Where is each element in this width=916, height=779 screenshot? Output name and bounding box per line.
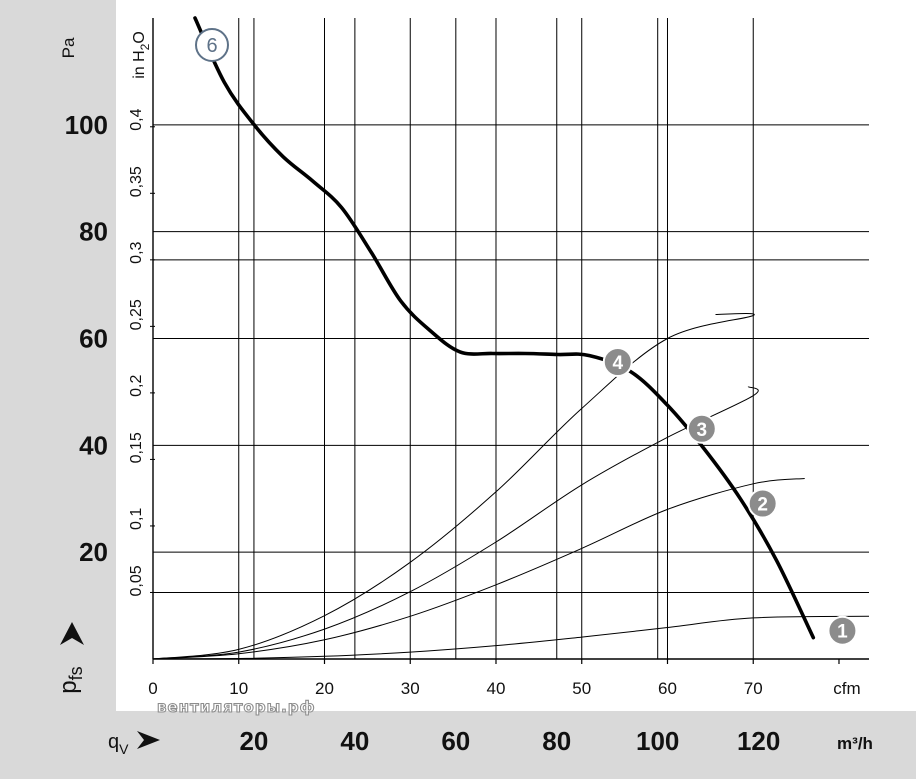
point-number-4: 4: [612, 353, 623, 374]
left-axis-panel: [0, 0, 116, 779]
operating-points: 1 2 3 4: [602, 347, 858, 646]
system-curve-4: [152, 312, 755, 660]
operating-point-1: 1: [827, 615, 858, 646]
x-tick-label-m3h-40: 40: [340, 726, 369, 756]
y-axis-unit-inh2o: in H2O: [131, 31, 152, 79]
y-tick-label-inh2o-0,2: 0,2: [128, 375, 145, 397]
x-tick-label-cfm-30: 30: [401, 679, 420, 698]
axis-ticks: 0 10 20 30 40 50 60 70 20 40 60 80 100 120 20 40 60 80 100…: [65, 108, 840, 756]
curve-6-number: 6: [206, 35, 217, 57]
y-tick-label-pa-60: 60: [79, 324, 108, 354]
operating-point-3: 3: [686, 413, 717, 444]
grid-lines: [152, 18, 869, 660]
y-tick-label-inh2o-0,3: 0,3: [128, 241, 145, 263]
y-tick-label-pa-80: 80: [79, 217, 108, 247]
y-tick-label-pa-20: 20: [79, 537, 108, 567]
x-tick-label-m3h-80: 80: [542, 726, 571, 756]
y-tick-label-inh2o-0,25: 0,25: [128, 299, 145, 330]
y-tick-label-inh2o-0,15: 0,15: [128, 432, 145, 463]
x-tick-label-cfm-10: 10: [229, 679, 248, 698]
x-tick-label-m3h-20: 20: [239, 726, 268, 756]
x-axis-label-cfm: cfm: [833, 679, 860, 698]
x-tick-label-cfm-70: 70: [744, 679, 763, 698]
operating-point-2: 2: [747, 488, 778, 519]
system-curves: [152, 312, 870, 660]
bottom-axis-panel: [0, 711, 916, 779]
point-number-2: 2: [757, 495, 768, 516]
watermark: вентиляторы.рф: [157, 698, 315, 716]
point-number-1: 1: [837, 622, 848, 643]
x-axis-unit-m3h: m³/h: [837, 734, 873, 753]
y-tick-label-inh2o-0,35: 0,35: [128, 166, 145, 197]
x-tick-label-cfm-40: 40: [487, 679, 506, 698]
y-tick-label-pa-40: 40: [79, 430, 108, 460]
point-number-3: 3: [697, 420, 708, 441]
curve-6-ring: [195, 28, 229, 62]
fan-curve-6: [193, 16, 816, 640]
curve-6-label: 6: [195, 28, 229, 62]
x-tick-label-cfm-20: 20: [315, 679, 334, 698]
right-arrow-icon: [137, 731, 160, 749]
up-arrow-icon: [60, 622, 84, 645]
system-curve-2: [152, 478, 805, 660]
y-tick-label-pa-100: 100: [65, 110, 108, 140]
x-tick-label-cfm-60: 60: [658, 679, 677, 698]
x-tick-label-cfm-0: 0: [148, 679, 157, 698]
system-curve-1: [152, 615, 870, 660]
y-tick-label-inh2o-0,1: 0,1: [128, 508, 145, 530]
y-tick-label-inh2o-0,05: 0,05: [128, 565, 145, 596]
point-marker-4: [602, 347, 633, 378]
x-tick-label-m3h-120: 120: [737, 726, 780, 756]
x-tick-label-m3h-60: 60: [441, 726, 470, 756]
system-curve-3: [152, 386, 759, 660]
x-tick-label-cfm-50: 50: [572, 679, 591, 698]
point-marker-1: [827, 615, 858, 646]
y-axis-label-pa: Pa: [59, 37, 78, 58]
point-marker-2: [747, 488, 778, 519]
x-tick-label-m3h-100: 100: [636, 726, 679, 756]
point-marker-3: [686, 413, 717, 444]
y-tick-label-inh2o-0,4: 0,4: [128, 108, 145, 130]
operating-point-4: 4: [602, 347, 633, 378]
